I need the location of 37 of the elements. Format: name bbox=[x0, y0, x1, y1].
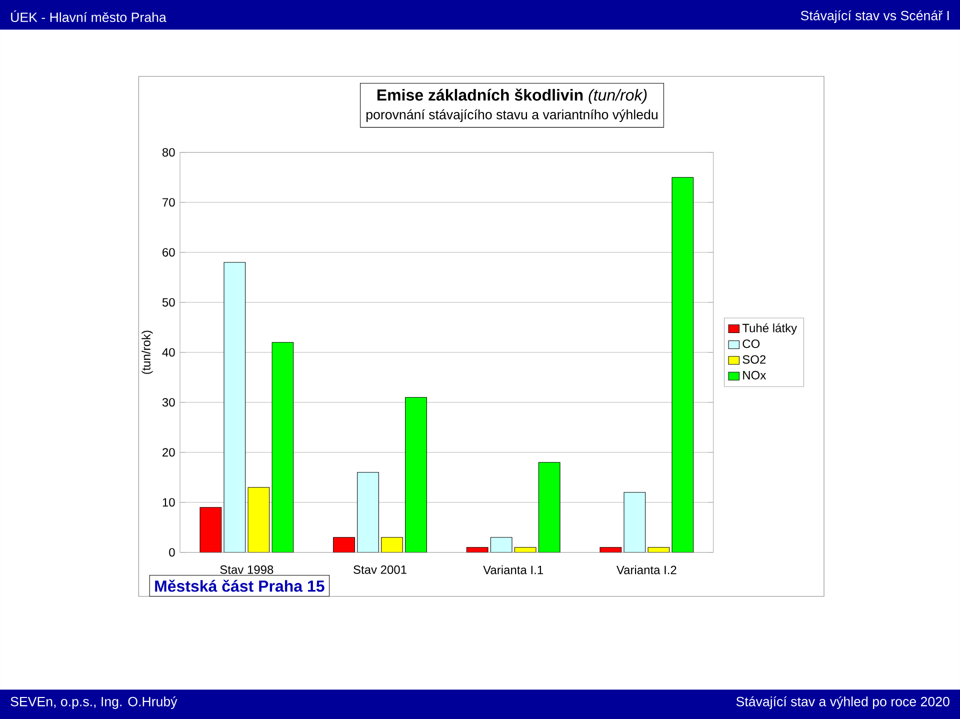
text: Stávající stav vs Scénář I bbox=[800, 10, 949, 23]
y-tick-label: 80 bbox=[162, 148, 175, 157]
bar bbox=[333, 537, 355, 552]
legend-label: CO bbox=[742, 340, 760, 348]
bar bbox=[624, 492, 646, 552]
bar bbox=[357, 472, 379, 552]
bar bbox=[490, 537, 512, 552]
bar bbox=[200, 507, 222, 552]
legend-label: NOx bbox=[743, 370, 766, 380]
legend-label: SO2 bbox=[742, 355, 766, 364]
bar bbox=[405, 397, 427, 552]
legend-label: Tuhé látky bbox=[742, 323, 798, 335]
y-axis-title: (tun/rok) bbox=[142, 330, 153, 374]
text: Stávající stav a výhled po roce 2020 bbox=[736, 696, 950, 709]
x-tick-label: Varianta I.2 bbox=[616, 565, 676, 574]
x-tick-label: Varianta I.1 bbox=[483, 565, 543, 574]
x-tick-label: Stav 2001 bbox=[354, 565, 406, 574]
bar bbox=[248, 487, 270, 552]
chart-subtitle: porovnání stávajícího stavu a variantního výhledu bbox=[366, 109, 658, 122]
y-tick-label: 20 bbox=[162, 448, 175, 457]
bar bbox=[272, 342, 294, 552]
y-tick-label: 70 bbox=[162, 198, 175, 207]
bar bbox=[672, 177, 694, 552]
y-tick-label: 40 bbox=[162, 348, 175, 357]
y-tick-label: 0 bbox=[169, 548, 175, 557]
bar bbox=[538, 462, 560, 552]
y-tick-label: 30 bbox=[162, 398, 175, 407]
chart-title: Emise základních škodlivin (tun/rok) bbox=[377, 88, 647, 104]
bar bbox=[381, 537, 403, 552]
y-tick-label: 50 bbox=[162, 298, 175, 307]
y-tick-label: 60 bbox=[162, 248, 175, 257]
bar bbox=[224, 262, 246, 552]
x-tick-label: Stav 1998 bbox=[220, 565, 274, 574]
text: Městská část Praha 15 bbox=[155, 580, 324, 592]
y-tick-label: 10 bbox=[162, 498, 175, 507]
text: ÚEK - Hlavní město Praha bbox=[11, 10, 166, 22]
text: SEVEn, o.p.s., Ing. O.Hrubý bbox=[10, 696, 178, 709]
